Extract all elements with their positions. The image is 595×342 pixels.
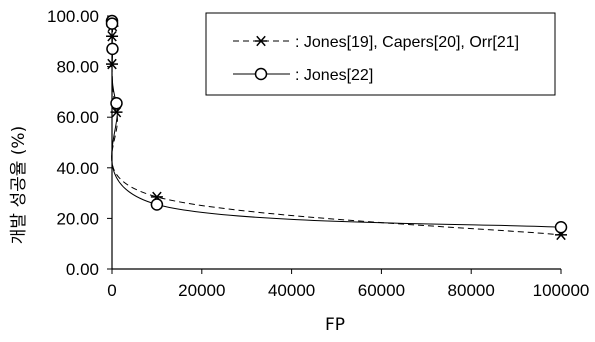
legend: : Jones[19], Capers[20], Orr[21] : Jones[… — [205, 12, 556, 96]
x-tick-label: 40000 — [268, 281, 315, 300]
y-tick-label: 80.00 — [56, 58, 99, 77]
y-tick-label: 100.00 — [47, 7, 99, 26]
y-tick-label: 0.00 — [66, 260, 99, 279]
series-markers — [105, 14, 568, 241]
y-tick-label: 60.00 — [56, 108, 99, 127]
y-tick-label: 20.00 — [56, 209, 99, 228]
axis-ticks: 0 20000 40000 60000 80000 100000 0.00 20.00 40.0… — [47, 7, 589, 300]
y-tick-label: 40.00 — [56, 159, 99, 178]
data-point-circle — [554, 221, 568, 234]
x-tick-label: 0 — [107, 281, 116, 300]
data-point-circle — [105, 17, 119, 30]
legend-box — [205, 12, 556, 96]
data-point-asterisk — [106, 58, 119, 70]
x-tick-label: 100000 — [533, 281, 590, 300]
data-point-circle — [110, 97, 123, 110]
y-axis-label: 개발 성공율 (%) — [9, 126, 29, 244]
data-point-circle — [106, 42, 119, 56]
x-axis-label: FP — [325, 315, 345, 335]
x-tick-label: 60000 — [358, 281, 405, 300]
data-point-circle — [150, 198, 164, 211]
data-point-asterisk — [106, 30, 119, 42]
legend-marker-asterisk — [255, 35, 267, 47]
data-point-asterisk — [110, 106, 123, 118]
x-tick-label: 20000 — [178, 281, 225, 300]
x-tick-label: 80000 — [448, 281, 495, 300]
legend-marker-circle — [254, 67, 268, 81]
legend-label-2: : Jones[22] — [295, 67, 373, 84]
legend-label-1: : Jones[19], Capers[20], Orr[21] — [295, 34, 519, 51]
